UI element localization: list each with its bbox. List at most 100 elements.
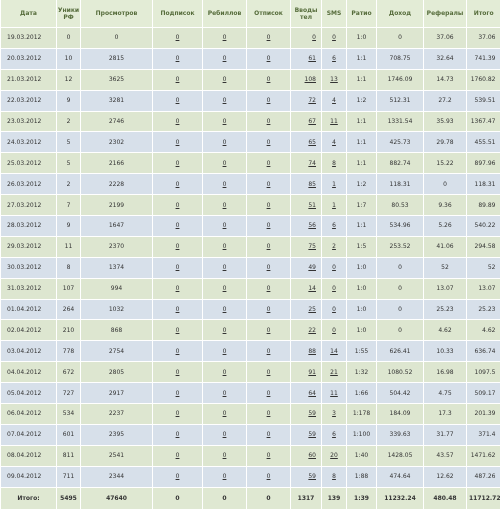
cell-rebills-link[interactable]: 0 [223, 452, 227, 459]
cell-unsubscribes-link[interactable]: 0 [267, 285, 271, 292]
cell-rebills-link[interactable]: 0 [223, 34, 227, 41]
cell-subscriptions-link[interactable]: 0 [176, 222, 180, 229]
cell-sms-link[interactable]: 1 [332, 181, 336, 188]
cell-unsubscribes-link[interactable]: 0 [267, 181, 271, 188]
cell-subscriptions-link[interactable]: 0 [176, 160, 180, 167]
cell-sms-link[interactable]: 13 [330, 76, 338, 83]
cell-rebills-link[interactable]: 0 [223, 306, 227, 313]
cell-rebills-link[interactable]: 0 [223, 76, 227, 83]
cell-subscriptions-link[interactable]: 0 [176, 202, 180, 209]
cell-rebills-link[interactable]: 0 [223, 181, 227, 188]
cell-phone-inputs-link[interactable]: 85 [308, 181, 316, 188]
cell-subscriptions-link[interactable]: 0 [176, 306, 180, 313]
cell-unsubscribes-link[interactable]: 0 [267, 243, 271, 250]
cell-phone-inputs-link[interactable]: 61 [308, 55, 316, 62]
cell-unsubscribes-link[interactable]: 0 [267, 264, 271, 271]
cell-phone-inputs-link[interactable]: 0 [312, 34, 316, 41]
cell-phone-inputs-link[interactable]: 65 [308, 139, 316, 146]
cell-unsubscribes-link[interactable]: 0 [267, 76, 271, 83]
cell-subscriptions-link[interactable]: 0 [176, 285, 180, 292]
cell-sms-link[interactable]: 3 [332, 410, 336, 417]
cell-phone-inputs-link[interactable]: 59 [308, 410, 316, 417]
cell-subscriptions-link[interactable]: 0 [176, 118, 180, 125]
cell-subscriptions-link[interactable]: 0 [176, 139, 180, 146]
cell-phone-inputs-link[interactable]: 75 [308, 243, 316, 250]
cell-sms-link[interactable]: 0 [332, 264, 336, 271]
cell-subscriptions-link[interactable]: 0 [176, 34, 180, 41]
cell-subscriptions-link[interactable]: 0 [176, 473, 180, 480]
cell-sms-link[interactable]: 0 [332, 327, 336, 334]
cell-phone-inputs-link[interactable]: 72 [308, 97, 316, 104]
cell-sms-link[interactable]: 4 [332, 97, 336, 104]
cell-subscriptions-link[interactable]: 0 [176, 327, 180, 334]
cell-subscriptions-link[interactable]: 0 [176, 76, 180, 83]
cell-rebills-link[interactable]: 0 [223, 264, 227, 271]
cell-subscriptions-link[interactable]: 0 [176, 348, 180, 355]
cell-unsubscribes-link[interactable]: 0 [267, 473, 271, 480]
cell-subscriptions-link[interactable]: 0 [176, 390, 180, 397]
cell-subscriptions-link[interactable]: 0 [176, 181, 180, 188]
cell-sms-link[interactable]: 11 [330, 118, 338, 125]
cell-rebills-link[interactable]: 0 [223, 118, 227, 125]
cell-rebills-link[interactable]: 0 [223, 327, 227, 334]
cell-unsubscribes-link[interactable]: 0 [267, 139, 271, 146]
cell-rebills-link[interactable]: 0 [223, 243, 227, 250]
cell-unsubscribes-link[interactable]: 0 [267, 431, 271, 438]
cell-rebills-link[interactable]: 0 [223, 369, 227, 376]
cell-unsubscribes-link[interactable]: 0 [267, 34, 271, 41]
cell-rebills-link[interactable]: 0 [223, 139, 227, 146]
cell-rebills-link[interactable]: 0 [223, 160, 227, 167]
cell-subscriptions-link[interactable]: 0 [176, 452, 180, 459]
cell-unsubscribes-link[interactable]: 0 [267, 222, 271, 229]
cell-unsubscribes-link[interactable]: 0 [267, 202, 271, 209]
cell-unsubscribes-link[interactable]: 0 [267, 348, 271, 355]
cell-subscriptions-link[interactable]: 0 [176, 243, 180, 250]
cell-sms-link[interactable]: 21 [330, 369, 338, 376]
cell-phone-inputs-link[interactable]: 59 [308, 473, 316, 480]
cell-phone-inputs-link[interactable]: 60 [308, 452, 316, 459]
cell-unsubscribes-link[interactable]: 0 [267, 327, 271, 334]
cell-unsubscribes-link[interactable]: 0 [267, 410, 271, 417]
cell-rebills-link[interactable]: 0 [223, 431, 227, 438]
cell-rebills-link[interactable]: 0 [223, 410, 227, 417]
cell-phone-inputs-link[interactable]: 64 [308, 390, 316, 397]
cell-rebills-link[interactable]: 0 [223, 473, 227, 480]
cell-phone-inputs-link[interactable]: 49 [308, 264, 316, 271]
cell-rebills-link[interactable]: 0 [223, 222, 227, 229]
cell-sms-link[interactable]: 2 [332, 243, 336, 250]
cell-subscriptions-link[interactable]: 0 [176, 97, 180, 104]
cell-unsubscribes-link[interactable]: 0 [267, 390, 271, 397]
cell-phone-inputs-link[interactable]: 88 [308, 348, 316, 355]
cell-rebills-link[interactable]: 0 [223, 97, 227, 104]
cell-phone-inputs-link[interactable]: 74 [308, 160, 316, 167]
cell-phone-inputs-link[interactable]: 67 [308, 118, 316, 125]
cell-rebills-link[interactable]: 0 [223, 55, 227, 62]
cell-sms-link[interactable]: 11 [330, 390, 338, 397]
cell-phone-inputs-link[interactable]: 14 [308, 285, 316, 292]
cell-unsubscribes-link[interactable]: 0 [267, 306, 271, 313]
cell-phone-inputs-link[interactable]: 22 [308, 327, 316, 334]
cell-subscriptions-link[interactable]: 0 [176, 410, 180, 417]
cell-phone-inputs-link[interactable]: 108 [305, 76, 316, 83]
cell-unsubscribes-link[interactable]: 0 [267, 97, 271, 104]
cell-sms-link[interactable]: 6 [332, 222, 336, 229]
cell-sms-link[interactable]: 0 [332, 285, 336, 292]
cell-rebills-link[interactable]: 0 [223, 390, 227, 397]
cell-phone-inputs-link[interactable]: 91 [308, 369, 316, 376]
cell-rebills-link[interactable]: 0 [223, 348, 227, 355]
cell-unsubscribes-link[interactable]: 0 [267, 452, 271, 459]
cell-unsubscribes-link[interactable]: 0 [267, 160, 271, 167]
cell-subscriptions-link[interactable]: 0 [176, 264, 180, 271]
cell-unsubscribes-link[interactable]: 0 [267, 118, 271, 125]
cell-subscriptions-link[interactable]: 0 [176, 369, 180, 376]
cell-rebills-link[interactable]: 0 [223, 285, 227, 292]
cell-unsubscribes-link[interactable]: 0 [267, 369, 271, 376]
cell-phone-inputs-link[interactable]: 59 [308, 431, 316, 438]
cell-sms-link[interactable]: 0 [332, 34, 336, 41]
cell-sms-link[interactable]: 6 [332, 431, 336, 438]
cell-phone-inputs-link[interactable]: 56 [308, 222, 316, 229]
cell-sms-link[interactable]: 20 [330, 452, 338, 459]
cell-subscriptions-link[interactable]: 0 [176, 55, 180, 62]
cell-rebills-link[interactable]: 0 [223, 202, 227, 209]
cell-sms-link[interactable]: 1 [332, 202, 336, 209]
